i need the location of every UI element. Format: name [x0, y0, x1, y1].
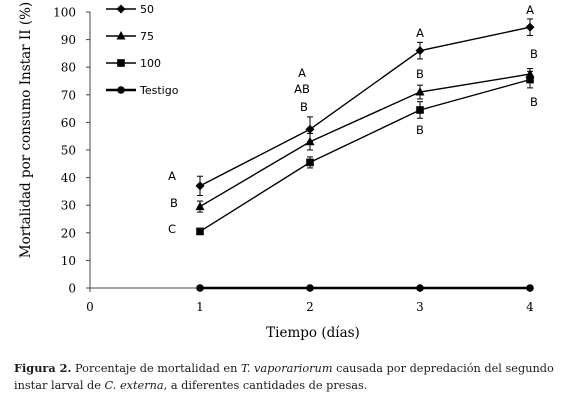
- y-tick-label: 100: [53, 6, 76, 20]
- x-tick-label: 3: [416, 300, 424, 314]
- annotation-letter: AB: [294, 82, 310, 96]
- figure-caption: Figura 2. Porcentaje de mortalidad en T.…: [14, 360, 554, 394]
- y-axis-title-group: Mortalidad por consumo Instar II (%): [18, 2, 34, 258]
- y-tick-label: 80: [61, 61, 76, 75]
- legend-label: 100: [140, 57, 161, 70]
- data-point-marker-square: [117, 59, 125, 67]
- legend-label: 75: [140, 30, 154, 43]
- x-axis-title: Tiempo (días): [266, 325, 360, 341]
- x-tick-label: 1: [196, 300, 204, 314]
- x-tick-label: 4: [526, 300, 534, 314]
- annotation-letter: B: [530, 47, 538, 61]
- data-point-marker-circle: [196, 284, 204, 292]
- caption-predator: C. externa: [104, 379, 164, 392]
- data-point-marker-diamond: [305, 124, 315, 134]
- legend-item: Testigo: [106, 84, 179, 97]
- legend-label: 50: [140, 3, 154, 16]
- y-tick-label: 90: [61, 33, 76, 47]
- data-point-marker-triangle: [116, 31, 126, 40]
- series-75: [195, 68, 535, 213]
- data-point-marker-square: [416, 106, 424, 114]
- legend-label: Testigo: [139, 84, 179, 97]
- annotation-letter: B: [416, 67, 424, 81]
- data-point-marker-circle: [306, 284, 314, 292]
- series-50: [195, 18, 535, 197]
- caption-text-2: causada por depredación del segundo inst…: [14, 362, 554, 392]
- legend: 50 75 100 Testigo: [106, 3, 179, 97]
- data-point-marker-square: [526, 75, 534, 84]
- data-point-marker-diamond: [116, 4, 126, 14]
- series-line: [199, 73, 531, 208]
- y-tick-label: 30: [61, 199, 76, 213]
- data-point-marker-diamond: [195, 181, 205, 191]
- annotation-letter: B: [416, 123, 424, 137]
- x-tick-label: 2: [306, 300, 314, 314]
- series-line: [199, 78, 531, 233]
- legend-item: 50: [106, 3, 154, 16]
- series-testigo: [196, 284, 534, 292]
- annotation-letter: A: [298, 66, 306, 80]
- data-point-marker-triangle: [195, 201, 205, 211]
- series-100: [196, 70, 534, 236]
- y-tick-label: 20: [61, 226, 76, 240]
- data-point-marker-circle: [526, 284, 534, 292]
- data-point-marker-triangle: [415, 87, 425, 96]
- legend-item: 75: [106, 30, 154, 43]
- annotation-letter: A: [168, 169, 176, 183]
- data-point-marker-triangle: [305, 136, 315, 146]
- data-point-marker-circle: [416, 284, 424, 292]
- y-tick-label: 40: [61, 171, 76, 185]
- y-tick-label: 50: [61, 144, 76, 158]
- y-tick-label: 60: [61, 116, 76, 130]
- annotation-letter: A: [526, 3, 534, 17]
- y-tick-label: 70: [61, 88, 76, 102]
- y-tick-label: 10: [61, 254, 76, 268]
- data-point-marker-square: [196, 227, 204, 236]
- x-tick-label: 0: [86, 300, 94, 314]
- y-axis-title: Mortalidad por consumo Instar II (%): [18, 2, 34, 258]
- annotation-letter: B: [530, 95, 538, 109]
- annotation-letter: B: [300, 100, 308, 114]
- data-point-marker-diamond: [525, 22, 535, 32]
- caption-text-1: Porcentaje de mortalidad en: [71, 362, 241, 375]
- y-tick-label: 0: [68, 282, 76, 296]
- data-point-marker-diamond: [415, 46, 425, 56]
- annotation-letter: A: [416, 26, 424, 40]
- series-layer: [195, 18, 535, 292]
- annotation-letter: B: [170, 196, 178, 210]
- caption-figure-label: Figura 2.: [14, 361, 72, 375]
- annotation-letter: C: [168, 222, 176, 236]
- data-point-marker-square: [306, 158, 314, 167]
- data-point-marker-circle: [117, 86, 125, 94]
- caption-text-3: , a diferentes cantidades de presas.: [163, 379, 368, 392]
- axes: 0 10 20 30 40 50 60 70 80 90 100 0 1 2 3 4: [53, 6, 534, 315]
- chart: Mortalidad por consumo Instar II (%) Tie…: [18, 2, 538, 341]
- legend-item: 100: [106, 57, 161, 70]
- series-line: [199, 26, 531, 187]
- caption-species: T. vaporariorum: [240, 362, 333, 375]
